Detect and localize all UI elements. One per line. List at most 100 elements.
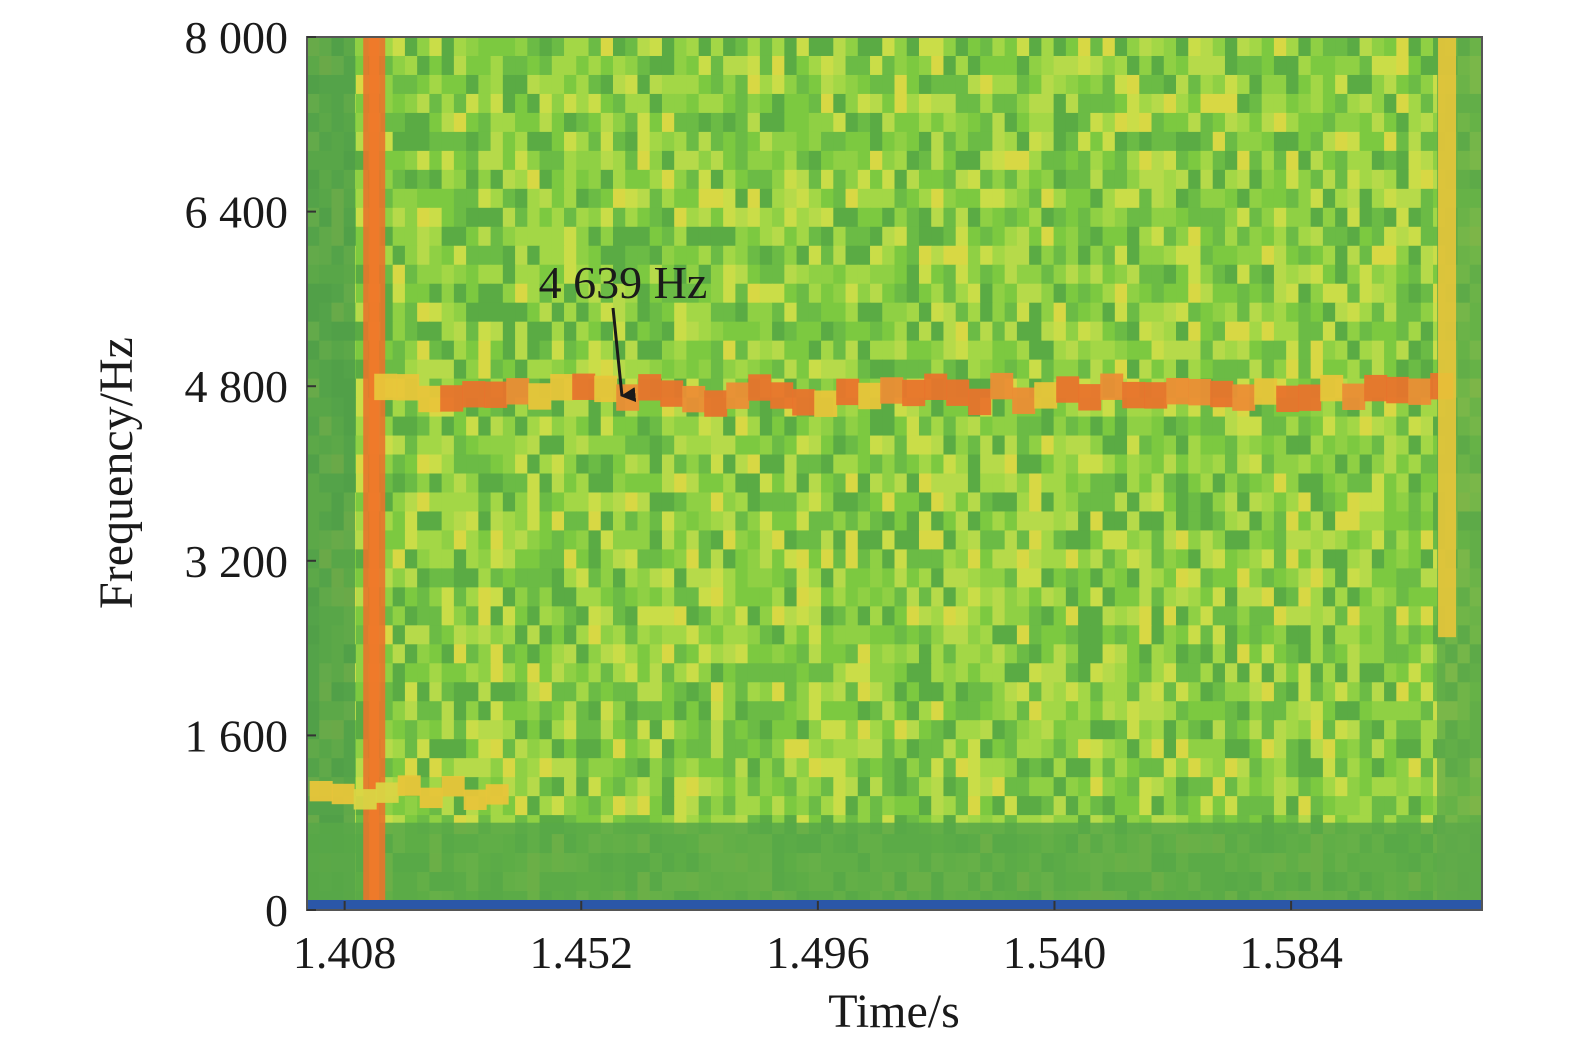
heatmap-cell	[992, 530, 1006, 551]
heatmap-cell	[1273, 682, 1287, 702]
heatmap-cell	[710, 150, 724, 171]
heatmap-cell	[906, 55, 920, 76]
heatmap-cell	[564, 454, 577, 475]
heatmap-cell	[686, 93, 700, 114]
heatmap-cell	[564, 530, 577, 551]
heatmap-cell	[588, 454, 602, 475]
heatmap-cell	[1420, 340, 1434, 361]
heatmap-cell	[845, 701, 859, 721]
heatmap-cell	[735, 150, 749, 171]
heatmap-cell	[1420, 169, 1434, 190]
heatmap-cell	[478, 321, 492, 342]
heatmap-cell	[882, 264, 896, 285]
heatmap-cell	[894, 169, 908, 190]
heatmap-cell	[1408, 739, 1422, 759]
heatmap-cell	[1286, 93, 1300, 114]
heatmap-cell	[1420, 720, 1434, 740]
y-tick-label: 4 800	[185, 361, 289, 412]
heatmap-cell	[1041, 169, 1055, 190]
heatmap-cell	[906, 644, 920, 664]
heatmap-cell	[1335, 169, 1348, 190]
heatmap-cell	[1041, 283, 1055, 304]
heatmap-cell	[1371, 549, 1385, 569]
heatmap-cell	[918, 625, 932, 645]
heatmap-cell	[808, 511, 822, 532]
heatmap-cell	[661, 644, 675, 664]
heatmap-cell	[600, 492, 614, 513]
heatmap-cell	[1371, 587, 1385, 607]
heatmap-cell	[1261, 663, 1275, 683]
heatmap-cell	[1371, 644, 1385, 664]
heatmap-cell	[551, 682, 565, 702]
heatmap-cell	[1347, 169, 1361, 190]
heatmap-cell	[600, 397, 614, 418]
heatmap-cell	[1139, 568, 1153, 588]
heatmap-cell	[833, 549, 847, 569]
heatmap-cell	[527, 473, 541, 494]
heatmap-cell	[1310, 568, 1324, 588]
heatmap-cell	[1078, 663, 1091, 683]
heatmap-cell	[821, 720, 834, 740]
band-segment	[506, 378, 530, 405]
heatmap-cell	[943, 492, 957, 513]
heatmap-cell	[1396, 340, 1410, 361]
heatmap-cell	[1212, 796, 1226, 816]
heatmap-cell	[686, 473, 700, 494]
heatmap-cell	[796, 435, 810, 456]
heatmap-cell	[1041, 359, 1055, 380]
heatmap-cell	[527, 587, 541, 607]
heatmap-cell	[576, 207, 590, 228]
heatmap-cell	[649, 397, 663, 418]
heatmap-cell	[1273, 777, 1287, 797]
heatmap-cell	[870, 74, 883, 95]
y-tick-label: 0	[265, 885, 288, 936]
heatmap-cell	[637, 796, 651, 816]
heatmap-cell	[576, 606, 590, 626]
heatmap-cell	[1029, 226, 1042, 247]
heatmap-cell	[661, 511, 675, 532]
heatmap-cell	[1163, 264, 1177, 285]
heatmap-cell	[710, 473, 724, 494]
heatmap-cell	[515, 701, 528, 721]
heatmap-cell	[808, 530, 822, 551]
heatmap-cell	[943, 739, 957, 759]
heatmap-cell	[1384, 568, 1397, 588]
heatmap-cell	[612, 74, 626, 95]
heatmap-cell	[784, 796, 798, 816]
heatmap-cell	[1139, 530, 1153, 551]
heatmap-cell	[429, 720, 443, 740]
heatmap-cell	[870, 511, 883, 532]
heatmap-cell	[796, 473, 810, 494]
heatmap-cell	[1384, 606, 1397, 626]
heatmap-cell	[1004, 530, 1018, 551]
heatmap-cell	[931, 739, 945, 759]
heatmap-cell	[857, 663, 871, 683]
heatmap-cell	[1286, 587, 1300, 607]
heatmap-cell	[1224, 55, 1238, 76]
heatmap-cell	[1065, 758, 1079, 778]
heatmap-cell	[1347, 435, 1361, 456]
heatmap-cell	[1261, 511, 1275, 532]
heatmap-cell	[1359, 340, 1373, 361]
heatmap-cell	[808, 587, 822, 607]
heatmap-cell	[698, 758, 712, 778]
heatmap-cell	[1016, 340, 1030, 361]
heatmap-cell	[1273, 74, 1287, 95]
heatmap-cell	[478, 454, 492, 475]
heatmap-cell	[686, 739, 700, 759]
heatmap-cell	[441, 587, 455, 607]
heatmap-cell	[1359, 416, 1373, 437]
heatmap-cell	[967, 625, 981, 645]
band-segment	[440, 385, 464, 412]
heatmap-cell	[1065, 777, 1079, 797]
heatmap-cell	[478, 93, 492, 114]
heatmap-cell	[931, 682, 945, 702]
heatmap-cell	[1029, 663, 1042, 683]
heatmap-cell	[661, 283, 675, 304]
heatmap-cell	[539, 587, 553, 607]
heatmap-cell	[723, 663, 736, 683]
heatmap-cell	[1102, 397, 1116, 418]
heatmap-cell	[1090, 796, 1104, 816]
heatmap-cell	[1151, 530, 1165, 551]
heatmap-cell	[735, 188, 749, 209]
